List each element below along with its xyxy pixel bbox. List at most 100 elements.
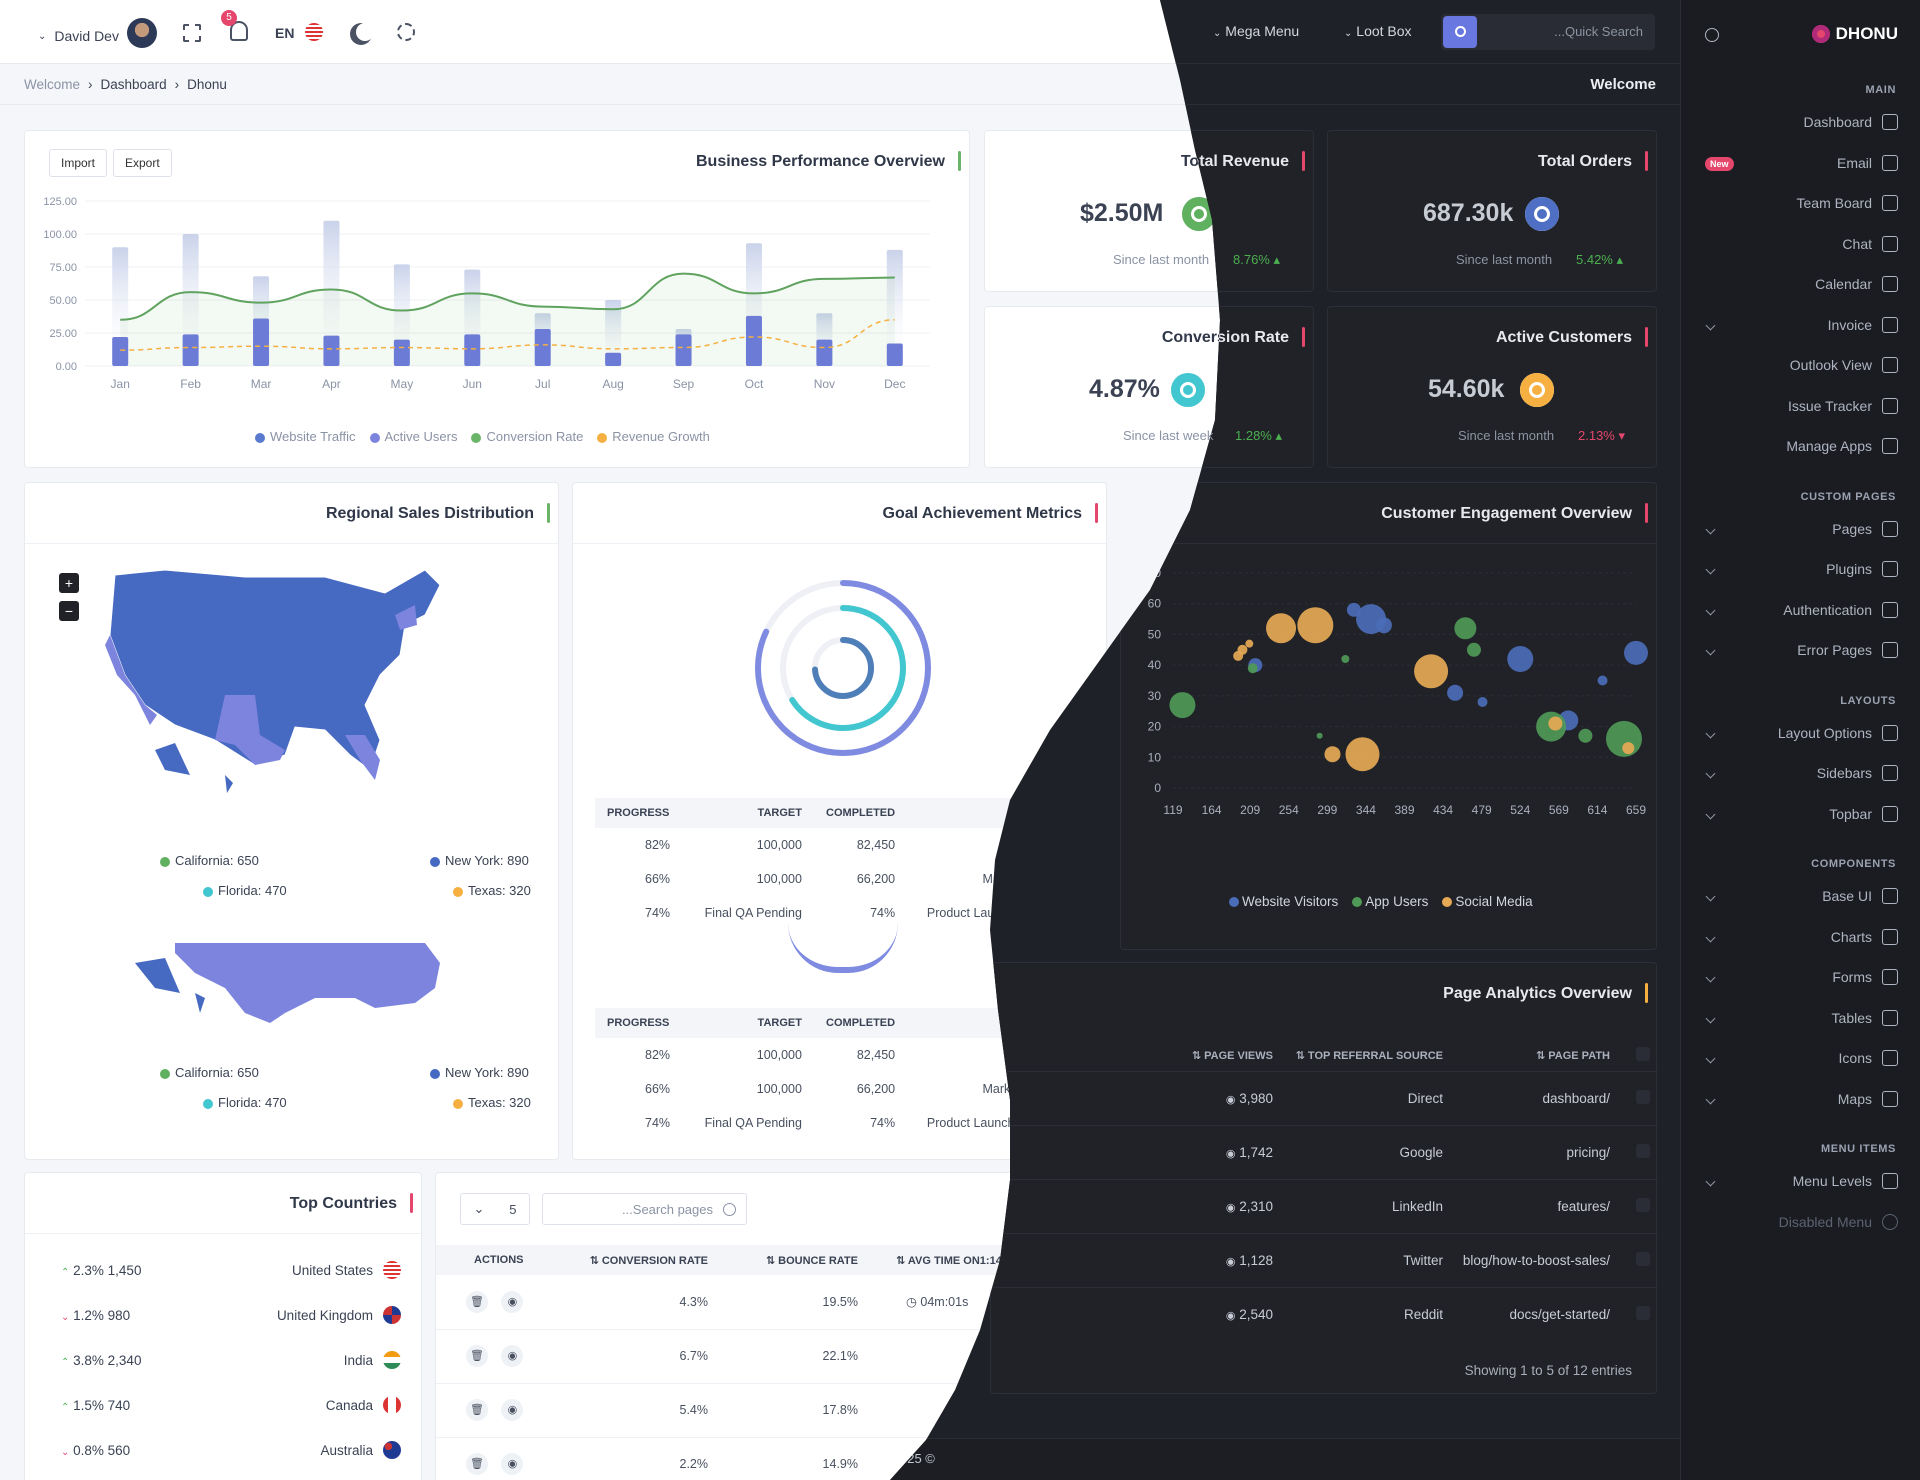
legend-website-traffic[interactable]: Website Traffic [255,429,356,444]
country-row[interactable]: ⌄ 0.8% 560 Australia [61,1441,401,1459]
loot-box-button[interactable]: ⌄ Loot Box [1344,23,1412,39]
sidebar-item-icons[interactable]: Icons [1839,1050,1898,1066]
row-checkbox[interactable] [1636,1089,1650,1104]
y-tick-label: 50 [1148,627,1162,641]
eye-icon[interactable]: ◉ [501,1453,524,1475]
sidebar-item-pages[interactable]: Pages [1832,520,1898,537]
chevron-down-icon[interactable] [1705,1053,1716,1064]
sidebar-item-sidebars[interactable]: Sidebars [1817,765,1898,781]
us-map[interactable] [95,565,515,815]
user-menu[interactable]: ⌄ David Dev [38,18,157,48]
country-row[interactable]: ⌄ 1.2% 980 United Kingdom [61,1306,401,1324]
country-row[interactable]: ⌃ 1.5% 740 Canada [61,1396,401,1414]
eye-icon[interactable]: ◉ [501,1345,524,1367]
row-checkbox[interactable] [1636,1305,1650,1320]
breadcrumb-item[interactable]: Dashboard [100,77,167,92]
row-checkbox[interactable] [1636,1197,1650,1212]
import-button[interactable]: Import [49,149,108,177]
sidebar-item-email[interactable]: Email [1837,154,1898,171]
sidebar-item-team-board[interactable]: Team Board [1797,195,1898,211]
chevron-down-icon[interactable] [1705,728,1716,738]
chevron-down-icon[interactable] [1705,809,1716,819]
chevron-down-icon[interactable] [1705,1176,1716,1187]
point-social-media [1414,654,1449,689]
x-tick-label: Sep [673,377,695,391]
chevron-down-icon[interactable] [1705,524,1716,534]
country-name: Australia [320,1442,373,1458]
trash-icon[interactable]: 🗑 [466,1345,488,1367]
chevron-down-icon[interactable] [1705,605,1716,615]
sidebar-item-dashboard[interactable]: Dashboard [1804,114,1898,130]
card-title: Top Countries [289,1193,414,1213]
y-tick-label: 0.00 [56,361,77,373]
legend-app-users[interactable]: App Users [1352,894,1428,909]
trash-icon[interactable]: 🗑 [466,1453,488,1475]
sidebar-item-error-pages[interactable]: Error Pages [1797,642,1898,658]
sidebar-item-chat[interactable]: Chat [1842,235,1898,252]
language-selector[interactable]: EN [275,25,295,41]
quick-search-input[interactable]: ...Quick Search [1554,24,1643,39]
sidebar-item-forms[interactable]: Forms [1832,969,1898,985]
moon-icon[interactable] [356,23,374,41]
sidebar-item-issue-tracker[interactable]: Issue Tracker [1788,397,1898,414]
zoom-in-button[interactable]: + [59,573,79,593]
chevron-down-icon[interactable] [1705,972,1716,983]
x-tick-label: Jul [535,377,550,391]
sidebar-item-invoice[interactable]: Invoice [1828,316,1898,333]
trash-icon[interactable]: 🗑 [466,1290,488,1313]
breadcrumb-item[interactable]: Welcome [24,77,81,92]
chevron-down-icon[interactable] [1705,768,1716,779]
row-checkbox[interactable] [1636,1143,1650,1158]
sidebar-item-charts[interactable]: Charts [1831,928,1898,945]
bell-icon[interactable] [230,21,248,41]
sidebar-item-layout-options[interactable]: Layout Options [1778,724,1898,741]
brand-logo[interactable]: DHONU [1811,24,1898,44]
point-social-media [1622,742,1635,755]
zoom-out-button[interactable]: − [59,601,79,621]
x-tick-label: 614 [1587,803,1607,817]
chevron-down-icon[interactable] [1705,564,1716,575]
sidebar-item-base-ui[interactable]: Base UI [1822,888,1898,904]
trash-icon[interactable]: 🗑 [466,1399,488,1421]
legend-revenue-growth[interactable]: Revenue Growth [597,429,710,444]
legend-social-media[interactable]: Social Media [1442,894,1533,909]
row-checkbox[interactable] [1636,1251,1650,1266]
sidebar-item-tables[interactable]: Tables [1832,1009,1898,1026]
country-row[interactable]: ⌃ 2.3% 1,450 United States [61,1261,401,1279]
sidebar-item-topbar[interactable]: Topbar [1829,805,1898,822]
chevron-down-icon[interactable] [1705,891,1716,902]
sidebar-item-outlook-view[interactable]: Outlook View [1790,357,1898,373]
us-map-zoomed[interactable] [135,943,455,1043]
eye-icon[interactable]: ◉ [501,1290,524,1313]
chevron-down-icon[interactable] [1705,645,1716,656]
x-tick-label: 164 [1202,803,1222,817]
fullscreen-icon[interactable] [183,24,201,42]
radio-icon[interactable] [1705,28,1719,42]
chevron-down-icon: ⌄ [473,1201,485,1216]
chevron-down-icon[interactable] [1705,1094,1716,1104]
mega-menu-button[interactable]: ⌄ Mega Menu [1213,23,1300,39]
export-button[interactable]: Export [113,149,172,177]
scatter-legend: Website Visitors App Users Social Media [1229,894,1533,909]
legend-website-visitors[interactable]: Website Visitors [1229,894,1338,909]
sidebar-item-authentication[interactable]: Authentication [1783,601,1898,618]
page-size-select[interactable]: ⌄ 5 [460,1193,530,1225]
gear-icon[interactable] [397,23,415,41]
chevron-down-icon[interactable] [1705,1013,1716,1023]
sidebar-item-calendar[interactable]: Calendar [1815,276,1898,292]
search-pages-input[interactable]: ...Search pages [542,1193,747,1225]
chevron-down-icon[interactable] [1705,320,1716,330]
legend-active-users[interactable]: Active Users [369,429,457,444]
y-tick-label: 125.00 [43,196,77,208]
country-name: Canada [325,1397,373,1413]
eye-icon[interactable]: ◉ [501,1399,524,1421]
chevron-down-icon[interactable] [1705,932,1716,942]
legend-conversion-rate[interactable]: Conversion Rate [471,429,583,444]
country-row[interactable]: ⌃ 3.8% 2,340 India [61,1351,401,1369]
sidebar-item-menu-levels[interactable]: Menu Levels [1793,1173,1898,1189]
sidebar-item-manage-apps[interactable]: Manage Apps [1786,438,1898,454]
sidebar-item-plugins[interactable]: Plugins [1826,561,1898,577]
sidebar-item-maps[interactable]: Maps [1838,1090,1898,1107]
point-social-media [1245,639,1254,648]
quick-search[interactable]: ...Quick Search [1441,14,1655,50]
